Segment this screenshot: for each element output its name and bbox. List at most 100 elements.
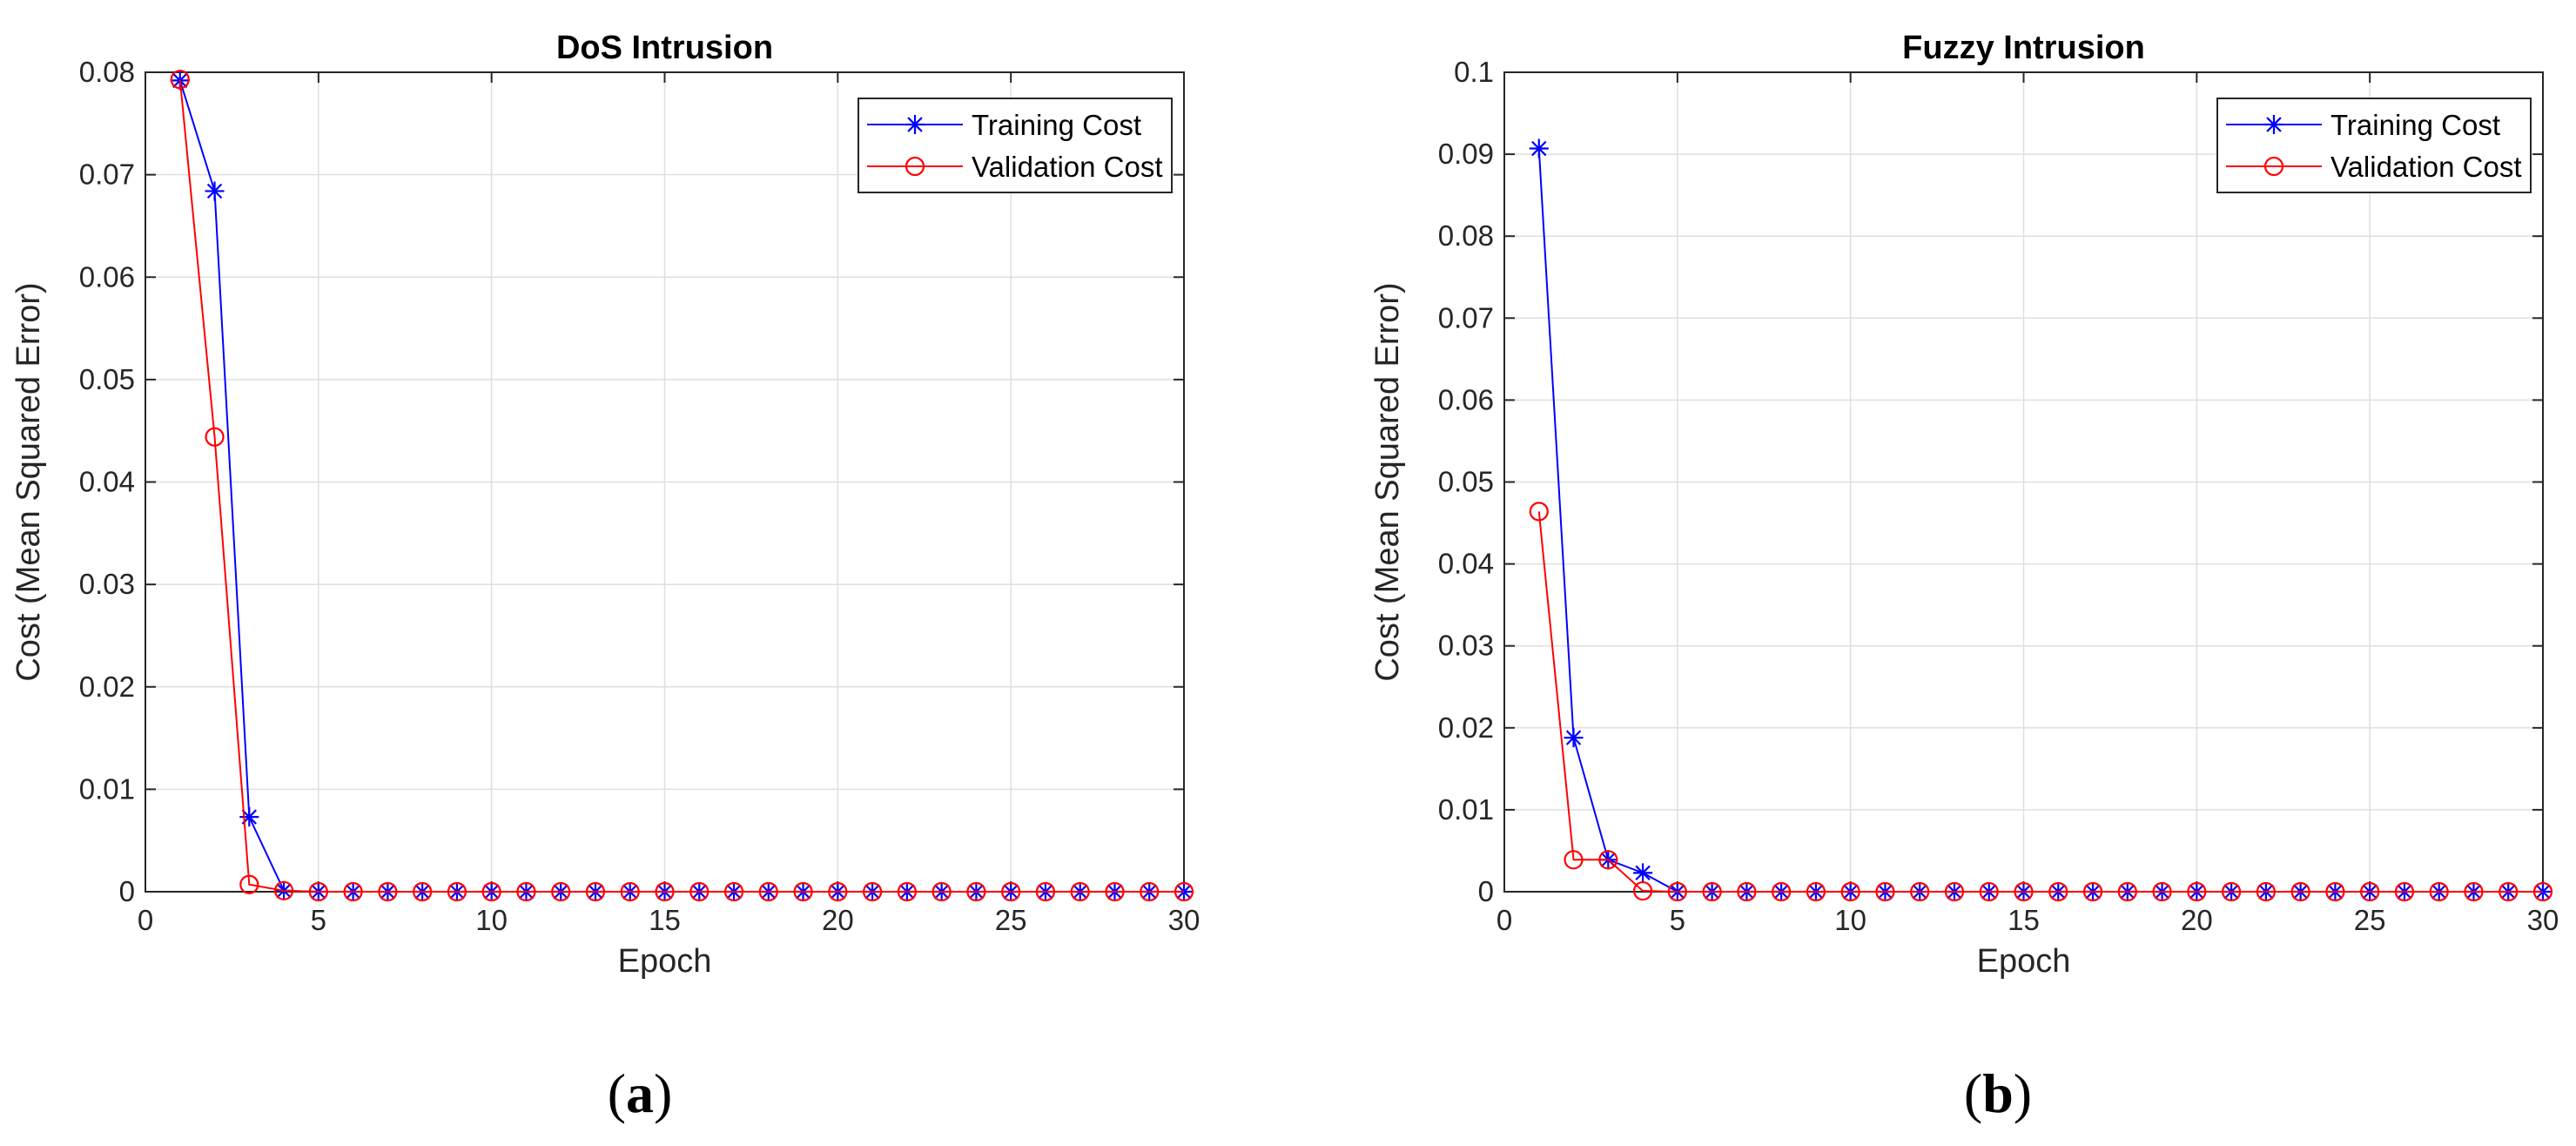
data-point [1806,881,1826,902]
data-point [2532,881,2553,902]
data-point [1529,502,1549,522]
data-point [205,181,225,201]
panel-caption: (b) [1964,1062,2032,1124]
x-tick-label: 10 [1834,904,1866,936]
legend-item: Training Cost [867,109,1141,141]
data-point [689,881,710,902]
y-tick-label: 0.03 [79,568,135,600]
legend-label: Validation Cost [2331,151,2522,183]
data-point [758,881,778,902]
panel-caption: (a) [608,1062,673,1124]
x-tick-label: 15 [649,904,681,936]
panel-letter: a [626,1062,654,1124]
legend-item: Validation Cost [2226,151,2522,183]
data-point [481,881,501,902]
data-point [308,881,328,902]
legend-item: Training Cost [2226,109,2500,141]
legend: Training Cost Validation Cost [2216,98,2532,193]
y-tick-label: 0.08 [79,56,135,88]
data-point [1633,863,1653,883]
data-point [1001,881,1021,902]
data-point [897,881,917,902]
panel-letter: b [1982,1062,2014,1124]
x-tick-label: 25 [2354,904,2386,936]
data-point [2464,881,2484,902]
data-point [239,807,259,827]
series-validation-cost [170,70,1194,902]
data-point [862,881,883,902]
panel-paren-close: ) [2014,1062,2032,1124]
data-point [793,881,813,902]
data-point [1105,881,1125,902]
legend: Training Cost Validation Cost [858,98,1173,193]
data-point [1737,881,1757,902]
y-tick-label: 0.01 [79,772,135,805]
y-tick-label: 0.1 [1454,56,1494,88]
data-point [1598,850,1618,870]
y-tick-label: 0.07 [1438,301,1494,334]
chart-title: DoS Intrusion [556,30,773,66]
x-tick-label: 5 [311,904,326,936]
legend-marker [905,156,925,177]
x-tick-label: 20 [822,904,854,936]
data-point [239,874,259,894]
y-tick-label: 0.05 [1438,466,1494,498]
x-tick-label: 25 [995,904,1027,936]
x-tick-label: 30 [1168,904,1201,936]
x-tick-label: 15 [2008,904,2040,936]
panel-paren-close: ) [654,1062,672,1124]
data-point [2152,881,2172,902]
data-point [2394,881,2415,902]
data-point [1875,881,1895,902]
data-point [1140,881,1160,902]
data-point [2048,881,2068,902]
data-point [2499,881,2519,902]
y-tick-label: 0 [1478,875,1494,907]
legend-marker [905,115,925,134]
data-point [932,881,952,902]
data-point [655,881,675,902]
data-point [516,881,536,902]
data-point [205,427,225,447]
y-tick-label: 0.02 [1438,711,1494,744]
data-point [1070,881,1090,902]
series-validation-cost [1529,502,2553,902]
data-point [2256,881,2276,902]
data-point [2117,881,2137,902]
y-tick-label: 0.03 [1438,630,1494,662]
data-point [413,881,433,902]
data-point [2290,881,2310,902]
legend-label: Validation Cost [972,151,1163,183]
data-point [723,881,744,902]
panel-paren-open: ( [608,1062,626,1124]
data-point [966,881,986,902]
y-tick-label: 0.05 [79,363,135,395]
legend-marker [2263,156,2284,177]
y-tick-label: 0.06 [79,260,135,293]
data-point [1632,880,1653,901]
y-tick-label: 0.04 [1438,548,1494,580]
data-point [828,881,848,902]
x-tick-label: 30 [2527,904,2559,936]
y-tick-label: 0.04 [79,466,135,498]
x-tick-label: 20 [2181,904,2213,936]
legend-box [2216,98,2532,193]
data-point [620,881,640,902]
x-axis-label: Epoch [618,943,712,980]
data-point [1944,881,1965,902]
series-line [1537,511,2543,893]
panel-paren-open: ( [1964,1062,1982,1124]
data-point [2187,881,2207,902]
data-point [1564,850,1584,870]
data-point [378,881,398,902]
chart-a: 0 5 10 15 20 25 30 0 0.01 0.02 0.03 0.04 0.05 0.06 0.0… [10,30,1200,1124]
data-point [1174,881,1194,902]
data-point [1910,881,1930,902]
y-axis-label: Cost (Mean Squared Error) [1369,282,1406,681]
data-point [2360,881,2380,902]
legend-label: Training Cost [972,109,1141,141]
x-tick-label: 10 [475,904,508,936]
data-point [585,881,606,902]
data-point [447,881,467,902]
